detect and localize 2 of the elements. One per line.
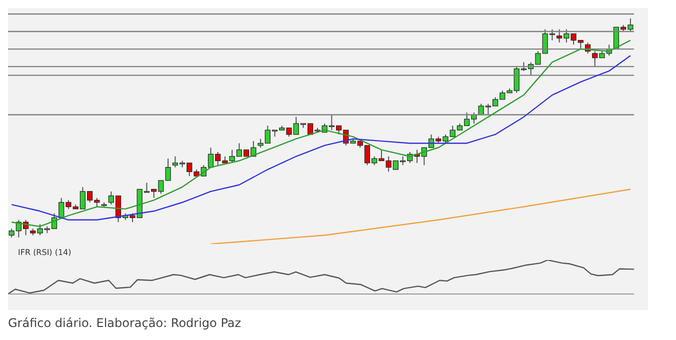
text: Gráfico diário. Elaboração: Rodrigo Paz <box>8 316 242 330</box>
chart-title: IFR (RSI) (14) <box>18 248 72 257</box>
